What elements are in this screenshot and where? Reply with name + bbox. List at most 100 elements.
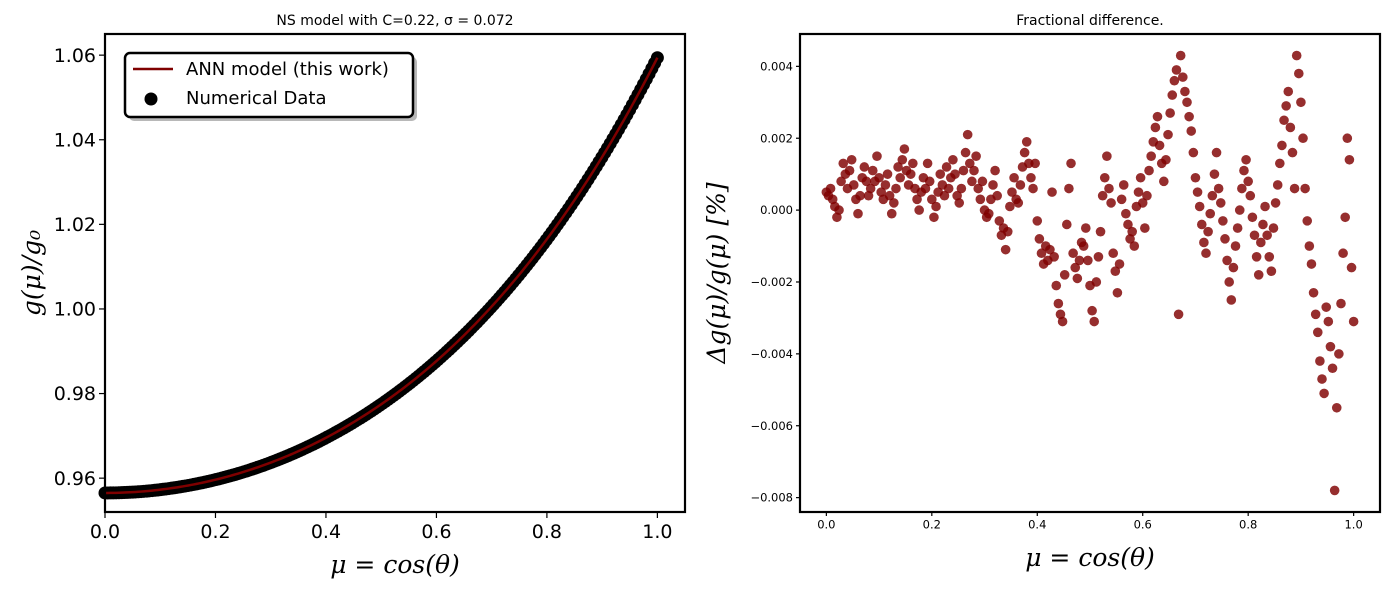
fractional-difference-point: [1344, 154, 1355, 165]
fractional-difference-point: [1095, 226, 1106, 237]
fractional-difference-point: [882, 169, 893, 179]
fractional-difference-point: [1171, 65, 1182, 75]
fractional-difference-point: [1239, 165, 1249, 176]
right-y-tick-label: −0.006: [750, 419, 793, 433]
fractional-difference-point: [1304, 241, 1315, 251]
fractional-difference-point: [1237, 183, 1247, 194]
fractional-difference-point: [1137, 198, 1148, 208]
fractional-difference-point: [844, 165, 855, 176]
fractional-difference-point: [895, 172, 905, 183]
fractional-difference-point: [1209, 169, 1220, 179]
right-x-tick-label: 0.4: [1028, 518, 1046, 532]
legend-label-ann: ANN model (this work): [186, 59, 389, 80]
fractional-difference-point: [1007, 187, 1017, 197]
fractional-difference-point: [1302, 216, 1313, 226]
fractional-difference-point: [954, 198, 965, 208]
fractional-difference-point: [931, 201, 941, 212]
fractional-difference-point: [958, 165, 969, 176]
fractional-difference-point: [939, 190, 950, 201]
fractional-difference-point: [1281, 101, 1291, 111]
fractional-difference-point: [1203, 226, 1213, 237]
fractional-difference-point: [983, 208, 994, 219]
fractional-difference-point: [1049, 252, 1059, 262]
fractional-difference-point: [1045, 244, 1055, 255]
fractional-difference-point: [1296, 97, 1306, 108]
fractional-difference-point: [1218, 216, 1228, 226]
fractional-difference-point: [880, 180, 891, 190]
fractional-difference-point: [1315, 356, 1325, 366]
fractional-difference-point: [1287, 147, 1298, 158]
fractional-difference-point: [1062, 219, 1072, 230]
fractional-difference-point: [1127, 226, 1137, 237]
left-x-tick-label: 0.6: [421, 521, 451, 543]
fractional-difference-point: [1030, 158, 1040, 169]
fractional-difference-point: [1234, 205, 1245, 215]
fractional-difference-point: [1104, 183, 1114, 194]
fractional-difference-point: [1051, 280, 1062, 291]
fractional-difference-point: [929, 212, 939, 223]
left-chart: NS model with C=0.22, σ = 0.072 0.0 0.2 0.…: [17, 13, 687, 579]
fractional-difference-point: [867, 165, 878, 176]
fractional-difference-point: [1277, 140, 1287, 151]
right-y-tick-label: −0.004: [750, 347, 793, 361]
fractional-difference-point: [1270, 198, 1281, 208]
fractional-difference-point: [1285, 122, 1296, 133]
fractional-difference-point: [1118, 180, 1129, 190]
fractional-difference-point: [1298, 133, 1308, 144]
fractional-difference-point: [1080, 223, 1091, 233]
legend-label-data: Numerical Data: [186, 88, 327, 109]
fractional-difference-point: [1262, 230, 1272, 241]
fractional-difference-point: [1291, 50, 1302, 61]
fractional-difference-point: [905, 169, 916, 179]
fractional-difference-point: [1338, 248, 1348, 259]
fractional-difference-point: [886, 208, 897, 219]
fractional-difference-point: [1032, 216, 1043, 226]
fractional-difference-point: [1256, 237, 1266, 248]
fractional-difference-point: [1275, 158, 1285, 169]
fractional-difference-point: [1009, 172, 1019, 183]
fractional-difference-point: [1057, 316, 1068, 327]
fractional-difference-point: [1319, 388, 1329, 399]
right-x-tick-label: 0.0: [817, 518, 835, 532]
fractional-difference-point: [1230, 241, 1241, 251]
fractional-difference-point: [1308, 287, 1319, 298]
right-axes: 0.0 0.2 0.4 0.6 0.8 1.0 0.004 0.002 0.000 −0.002 −…: [750, 59, 1362, 531]
fractional-difference-point: [956, 183, 967, 194]
fractional-difference-point: [1312, 327, 1323, 338]
fractional-difference-point: [1192, 187, 1203, 197]
fractional-difference-point: [1268, 223, 1279, 233]
right-y-tick-label: 0.004: [760, 59, 793, 73]
fractional-difference-point: [1028, 183, 1038, 194]
right-x-axis-label: μ = cos(θ): [1025, 543, 1155, 572]
fractional-difference-point: [1222, 255, 1232, 266]
fractional-difference-point: [1186, 126, 1197, 136]
fractional-difference-point: [1258, 219, 1268, 230]
fractional-difference-point: [927, 194, 937, 205]
fractional-difference-point: [1190, 172, 1201, 183]
fractional-difference-point: [1340, 212, 1350, 223]
fractional-difference-point: [1047, 187, 1057, 197]
fractional-difference-point: [994, 216, 1005, 226]
fractional-difference-point: [990, 165, 1000, 176]
fractional-difference-point: [872, 151, 882, 161]
fractional-difference-point: [1026, 172, 1036, 183]
fractional-difference-point: [1211, 147, 1222, 158]
fractional-difference-point: [1072, 273, 1083, 284]
fractional-difference-point: [1323, 316, 1334, 327]
fractional-difference-point: [1289, 183, 1300, 194]
fractional-difference-point: [1325, 341, 1336, 352]
fractional-difference-point: [1253, 269, 1264, 280]
fractional-difference-point: [1133, 187, 1144, 197]
fractional-difference-point: [1169, 75, 1180, 86]
left-x-tick-label: 0.0: [90, 521, 120, 543]
fractional-difference-point: [1245, 190, 1256, 201]
fractional-difference-point: [1019, 147, 1030, 158]
fractional-difference-point: [1336, 298, 1346, 309]
fractional-difference-point: [834, 205, 844, 215]
fractional-difference-point: [1150, 122, 1161, 133]
fractional-difference-point: [893, 162, 903, 172]
fractional-difference-point: [897, 154, 908, 165]
fractional-difference-point: [1199, 237, 1209, 248]
fractional-difference-point: [846, 154, 857, 165]
fractional-difference-point: [1251, 252, 1262, 262]
